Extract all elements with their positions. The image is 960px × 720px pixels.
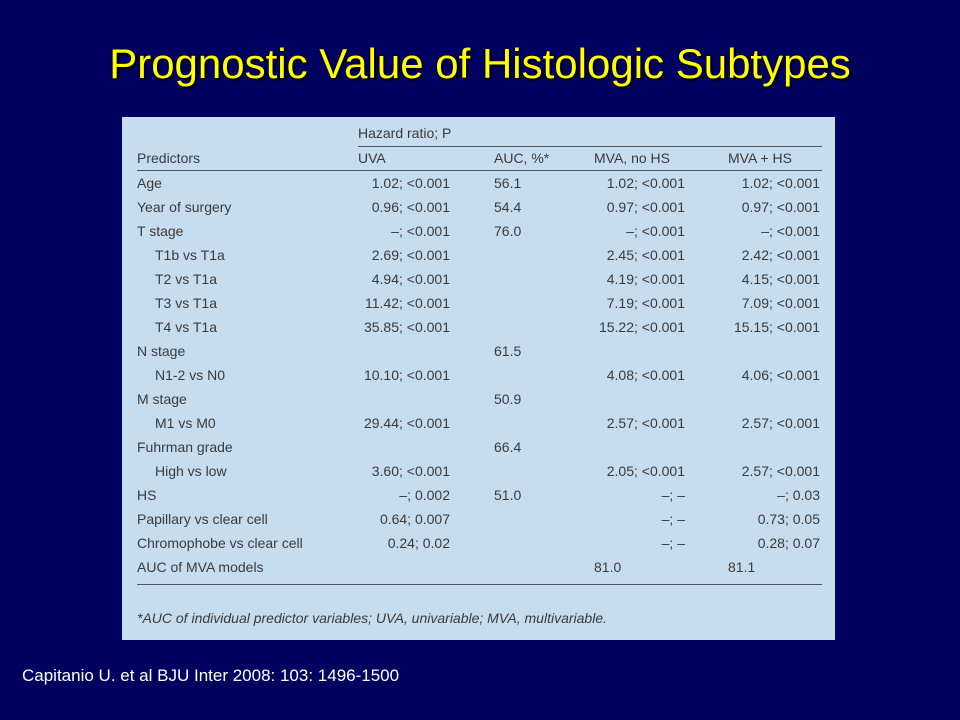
row-label: T1b vs T1a	[155, 247, 225, 263]
table-cell: 4.15; <0.001	[741, 271, 820, 287]
table-cell: 0.64; 0.007	[379, 511, 450, 527]
row-label: T4 vs T1a	[155, 319, 217, 335]
table-cell: 0.73; 0.05	[757, 511, 820, 527]
column-header: Predictors	[137, 150, 201, 166]
table-panel: Hazard ratio; P *AUC of individual predi…	[122, 117, 835, 640]
table-cell: 0.97; <0.001	[741, 199, 820, 215]
row-label: Age	[137, 175, 162, 191]
table-cell: 11.42; <0.001	[365, 295, 450, 311]
column-header: MVA, no HS	[594, 150, 670, 166]
column-header: AUC, %*	[494, 150, 550, 166]
table-cell: –; –	[661, 535, 685, 551]
row-label: M stage	[137, 391, 187, 407]
row-label: Fuhrman grade	[137, 439, 233, 455]
row-label: Papillary vs clear cell	[137, 511, 268, 527]
citation: Capitanio U. et al BJU Inter 2008: 103: …	[22, 666, 400, 685]
table-cell: –; 0.002	[399, 487, 450, 503]
table-cell: 81.0	[594, 559, 622, 575]
table-cell: 1.02; <0.001	[371, 175, 450, 191]
row-label: N stage	[137, 343, 186, 359]
table-cell: 2.69; <0.001	[371, 247, 450, 263]
row-label: T2 vs T1a	[155, 271, 217, 287]
rule	[137, 170, 822, 171]
slide-title: Prognostic Value of Histologic Subtypes	[109, 40, 851, 87]
table-cell: 0.24; 0.02	[387, 535, 450, 551]
footnote: *AUC of individual predictor variables; …	[137, 610, 607, 626]
table-cell: 2.57; <0.001	[741, 463, 820, 479]
table-cell: 15.22; <0.001	[598, 319, 685, 335]
rule	[137, 584, 822, 585]
table-cell: 51.0	[494, 487, 522, 503]
table-cell: 4.94; <0.001	[371, 271, 450, 287]
row-label: T3 vs T1a	[155, 295, 217, 311]
rule	[358, 146, 822, 147]
row-label: M1 vs M0	[155, 415, 216, 431]
table-cell: 29.44; <0.001	[363, 415, 450, 431]
group-header: Hazard ratio; P	[358, 125, 452, 141]
table-cell: –; –	[661, 487, 685, 503]
table-cell: 1.02; <0.001	[741, 175, 820, 191]
table-cell: –; –	[661, 511, 685, 527]
column-header: UVA	[358, 150, 386, 166]
table-cell: 4.08; <0.001	[606, 367, 685, 383]
row-label: T stage	[137, 223, 184, 239]
table-cell: –; <0.001	[761, 223, 820, 239]
table-cell: –; <0.001	[391, 223, 450, 239]
table-cell: 2.05; <0.001	[606, 463, 685, 479]
table-cell: 3.60; <0.001	[371, 463, 450, 479]
table-cell: 0.96; <0.001	[371, 199, 450, 215]
table-cell: 0.97; <0.001	[606, 199, 685, 215]
table-cell: –; 0.03	[777, 487, 820, 503]
table-cell: –; <0.001	[626, 223, 685, 239]
table-cell: 2.42; <0.001	[741, 247, 820, 263]
table-cell: 2.57; <0.001	[606, 415, 685, 431]
table-cell: 56.1	[494, 175, 522, 191]
table-cell: 81.1	[728, 559, 756, 575]
row-label: N1-2 vs N0	[155, 367, 226, 383]
row-label: AUC of MVA models	[137, 559, 264, 575]
table-cell: 50.9	[494, 391, 522, 407]
table-cell: 66.4	[494, 439, 522, 455]
table-cell: 76.0	[494, 223, 522, 239]
table-cell: 4.19; <0.001	[606, 271, 685, 287]
table-cell: 0.28; 0.07	[757, 535, 820, 551]
column-header: MVA + HS	[728, 150, 792, 166]
row-label: Chromophobe vs clear cell	[137, 535, 303, 551]
table-cell: 7.19; <0.001	[606, 295, 685, 311]
table-cell: 2.57; <0.001	[741, 415, 820, 431]
row-label: Year of surgery	[137, 199, 232, 215]
row-label: HS	[137, 487, 157, 503]
row-label: High vs low	[155, 463, 227, 479]
table-cell: 1.02; <0.001	[606, 175, 685, 191]
table-cell: 15.15; <0.001	[733, 319, 820, 335]
table-cell: 4.06; <0.001	[741, 367, 820, 383]
table-cell: 10.10; <0.001	[363, 367, 450, 383]
table-cell: 61.5	[494, 343, 522, 359]
table-cell: 54.4	[494, 199, 522, 215]
table-cell: 2.45; <0.001	[606, 247, 685, 263]
table-cell: 35.85; <0.001	[363, 319, 450, 335]
table-cell: 7.09; <0.001	[741, 295, 820, 311]
